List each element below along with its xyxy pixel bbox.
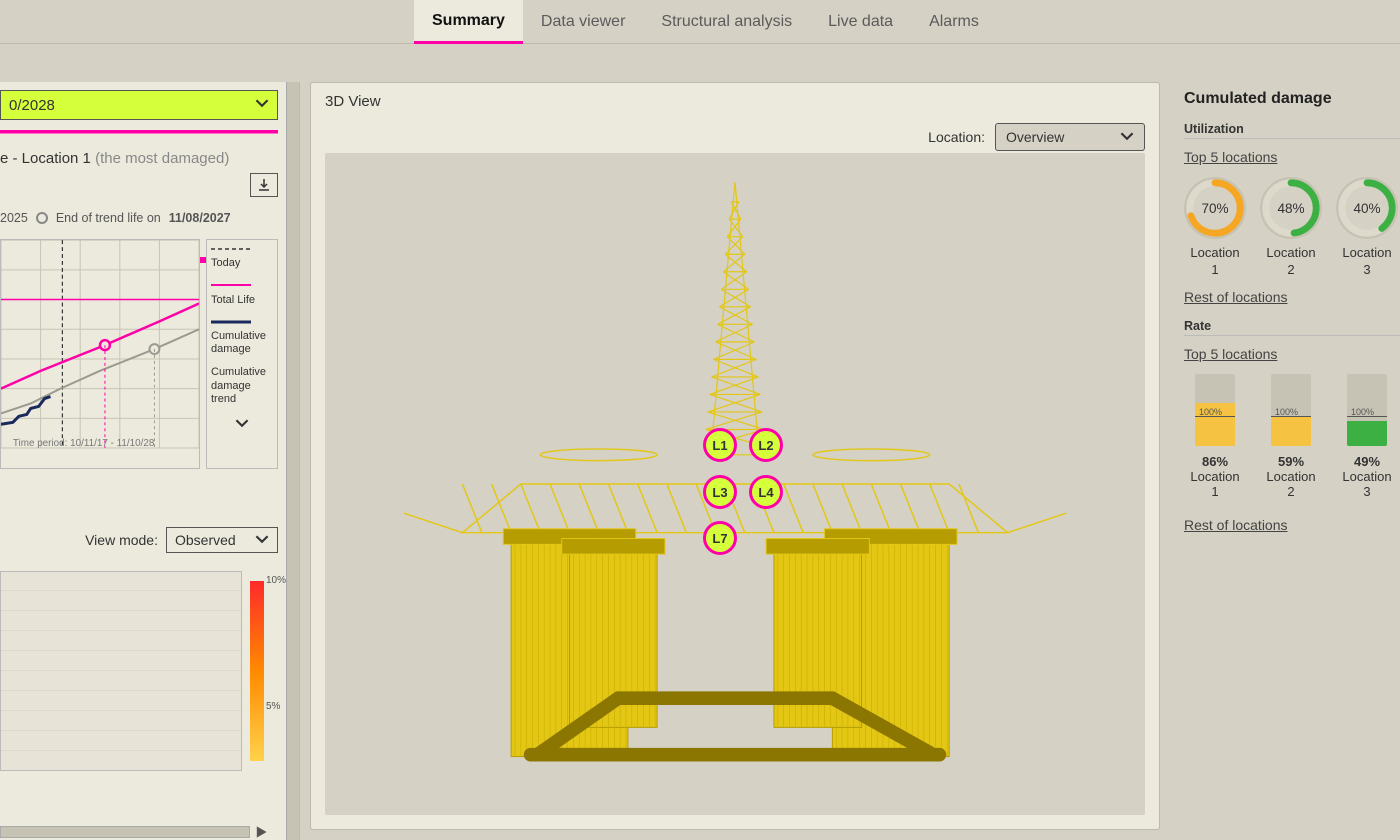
marker-l2[interactable]: L2 xyxy=(749,428,783,462)
location-heading: e - Location 1 (the most damaged) xyxy=(0,150,299,167)
end-of-life-row: 2025 End of trend life on 11/08/2027 xyxy=(0,211,299,225)
chevron-down-icon xyxy=(255,96,269,114)
heat-top: 10% xyxy=(266,575,286,586)
tab-alarms[interactable]: Alarms xyxy=(911,0,997,44)
end-text: End of trend life on xyxy=(56,211,161,225)
end-pre: 2025 xyxy=(0,211,28,225)
svg-text:Time period: 10/11/17 - 11/10/: Time period: 10/11/17 - 11/10/28 xyxy=(13,438,155,449)
heatmap-grid[interactable] xyxy=(0,571,242,771)
chevron-down-icon xyxy=(1120,129,1134,146)
right-panel: Cumulated damage Utilization Top 5 locat… xyxy=(1170,82,1400,840)
3d-panel: 3D View Location: Overview L1 L2 L3 L4 L7 xyxy=(310,82,1160,830)
location-name: e - Location 1 xyxy=(0,150,91,167)
marker-l1[interactable]: L1 xyxy=(703,428,737,462)
rest-link-rate[interactable]: Rest of locations xyxy=(1184,517,1400,533)
tab-structural[interactable]: Structural analysis xyxy=(643,0,810,44)
3d-title: 3D View xyxy=(325,93,1145,110)
radio-icon[interactable] xyxy=(36,212,48,224)
marker-l3[interactable]: L3 xyxy=(703,475,737,509)
date-select-value: 0/2028 xyxy=(9,97,55,114)
legend-total: Total Life xyxy=(211,294,255,306)
svg-text:48%: 48% xyxy=(1277,201,1304,216)
h-scrollbar[interactable] xyxy=(0,824,268,840)
chevron-down-icon xyxy=(255,532,269,549)
rate-bar-1[interactable]: 100% 86% Location1 xyxy=(1184,374,1246,499)
location-select[interactable]: Overview xyxy=(995,123,1145,151)
left-panel: 0/2028 e - Location 1 (the most damaged)… xyxy=(0,82,300,840)
svg-text:40%: 40% xyxy=(1353,201,1380,216)
location-sub: (the most damaged) xyxy=(95,150,229,167)
legend-cum: Cumulative damage xyxy=(211,330,266,355)
rate-header: Rate xyxy=(1184,319,1400,336)
heatmap: 10% 5% xyxy=(0,571,278,771)
viewmode-select[interactable]: Observed xyxy=(166,527,278,553)
3d-scene[interactable]: L1 L2 L3 L4 L7 xyxy=(325,153,1145,815)
play-icon[interactable] xyxy=(254,825,268,839)
utilization-header: Utilization xyxy=(1184,122,1400,139)
tab-live-data[interactable]: Live data xyxy=(810,0,911,44)
loc-value: Overview xyxy=(1006,129,1064,145)
gauge-3[interactable]: 40% Location3 xyxy=(1336,177,1398,279)
top5-link-util[interactable]: Top 5 locations xyxy=(1184,149,1400,165)
cum-damage-title: Cumulated damage xyxy=(1184,90,1400,108)
legend-trend: Cumulative damage trend xyxy=(211,366,266,404)
pink-divider xyxy=(0,130,278,134)
marker-l7[interactable]: L7 xyxy=(703,521,737,555)
tab-bar: Summary Data viewer Structural analysis … xyxy=(0,0,1400,44)
top5-link-rate[interactable]: Top 5 locations xyxy=(1184,346,1400,362)
viewmode-value: Observed xyxy=(175,532,236,548)
download-button[interactable] xyxy=(250,173,278,197)
heat-mid: 5% xyxy=(266,701,280,712)
svg-text:70%: 70% xyxy=(1201,201,1228,216)
gauge-2[interactable]: 48% Location2 xyxy=(1260,177,1322,279)
end-date: 11/08/2027 xyxy=(169,211,231,225)
gauge-1[interactable]: 70% Location1 xyxy=(1184,177,1246,279)
date-select[interactable]: 0/2028 xyxy=(0,90,278,120)
damage-chart: Time period: 10/11/17 - 11/10/28 Today T… xyxy=(0,239,278,491)
tab-data-viewer[interactable]: Data viewer xyxy=(523,0,643,44)
rest-link-util[interactable]: Rest of locations xyxy=(1184,289,1400,305)
viewmode-label: View mode: xyxy=(85,532,158,548)
legend-expand[interactable] xyxy=(211,416,273,434)
rate-bar-3[interactable]: 100% 49% Location3 xyxy=(1336,374,1398,499)
heat-legend: 10% 5% xyxy=(250,571,278,771)
marker-l4[interactable]: L4 xyxy=(749,475,783,509)
tab-summary[interactable]: Summary xyxy=(414,0,523,44)
chart-legend: Today Total Life Cumulative damage Cumul… xyxy=(206,239,278,469)
legend-today: Today xyxy=(211,257,240,269)
loc-label: Location: xyxy=(928,129,985,145)
rate-bar-2[interactable]: 100% 59% Location2 xyxy=(1260,374,1322,499)
